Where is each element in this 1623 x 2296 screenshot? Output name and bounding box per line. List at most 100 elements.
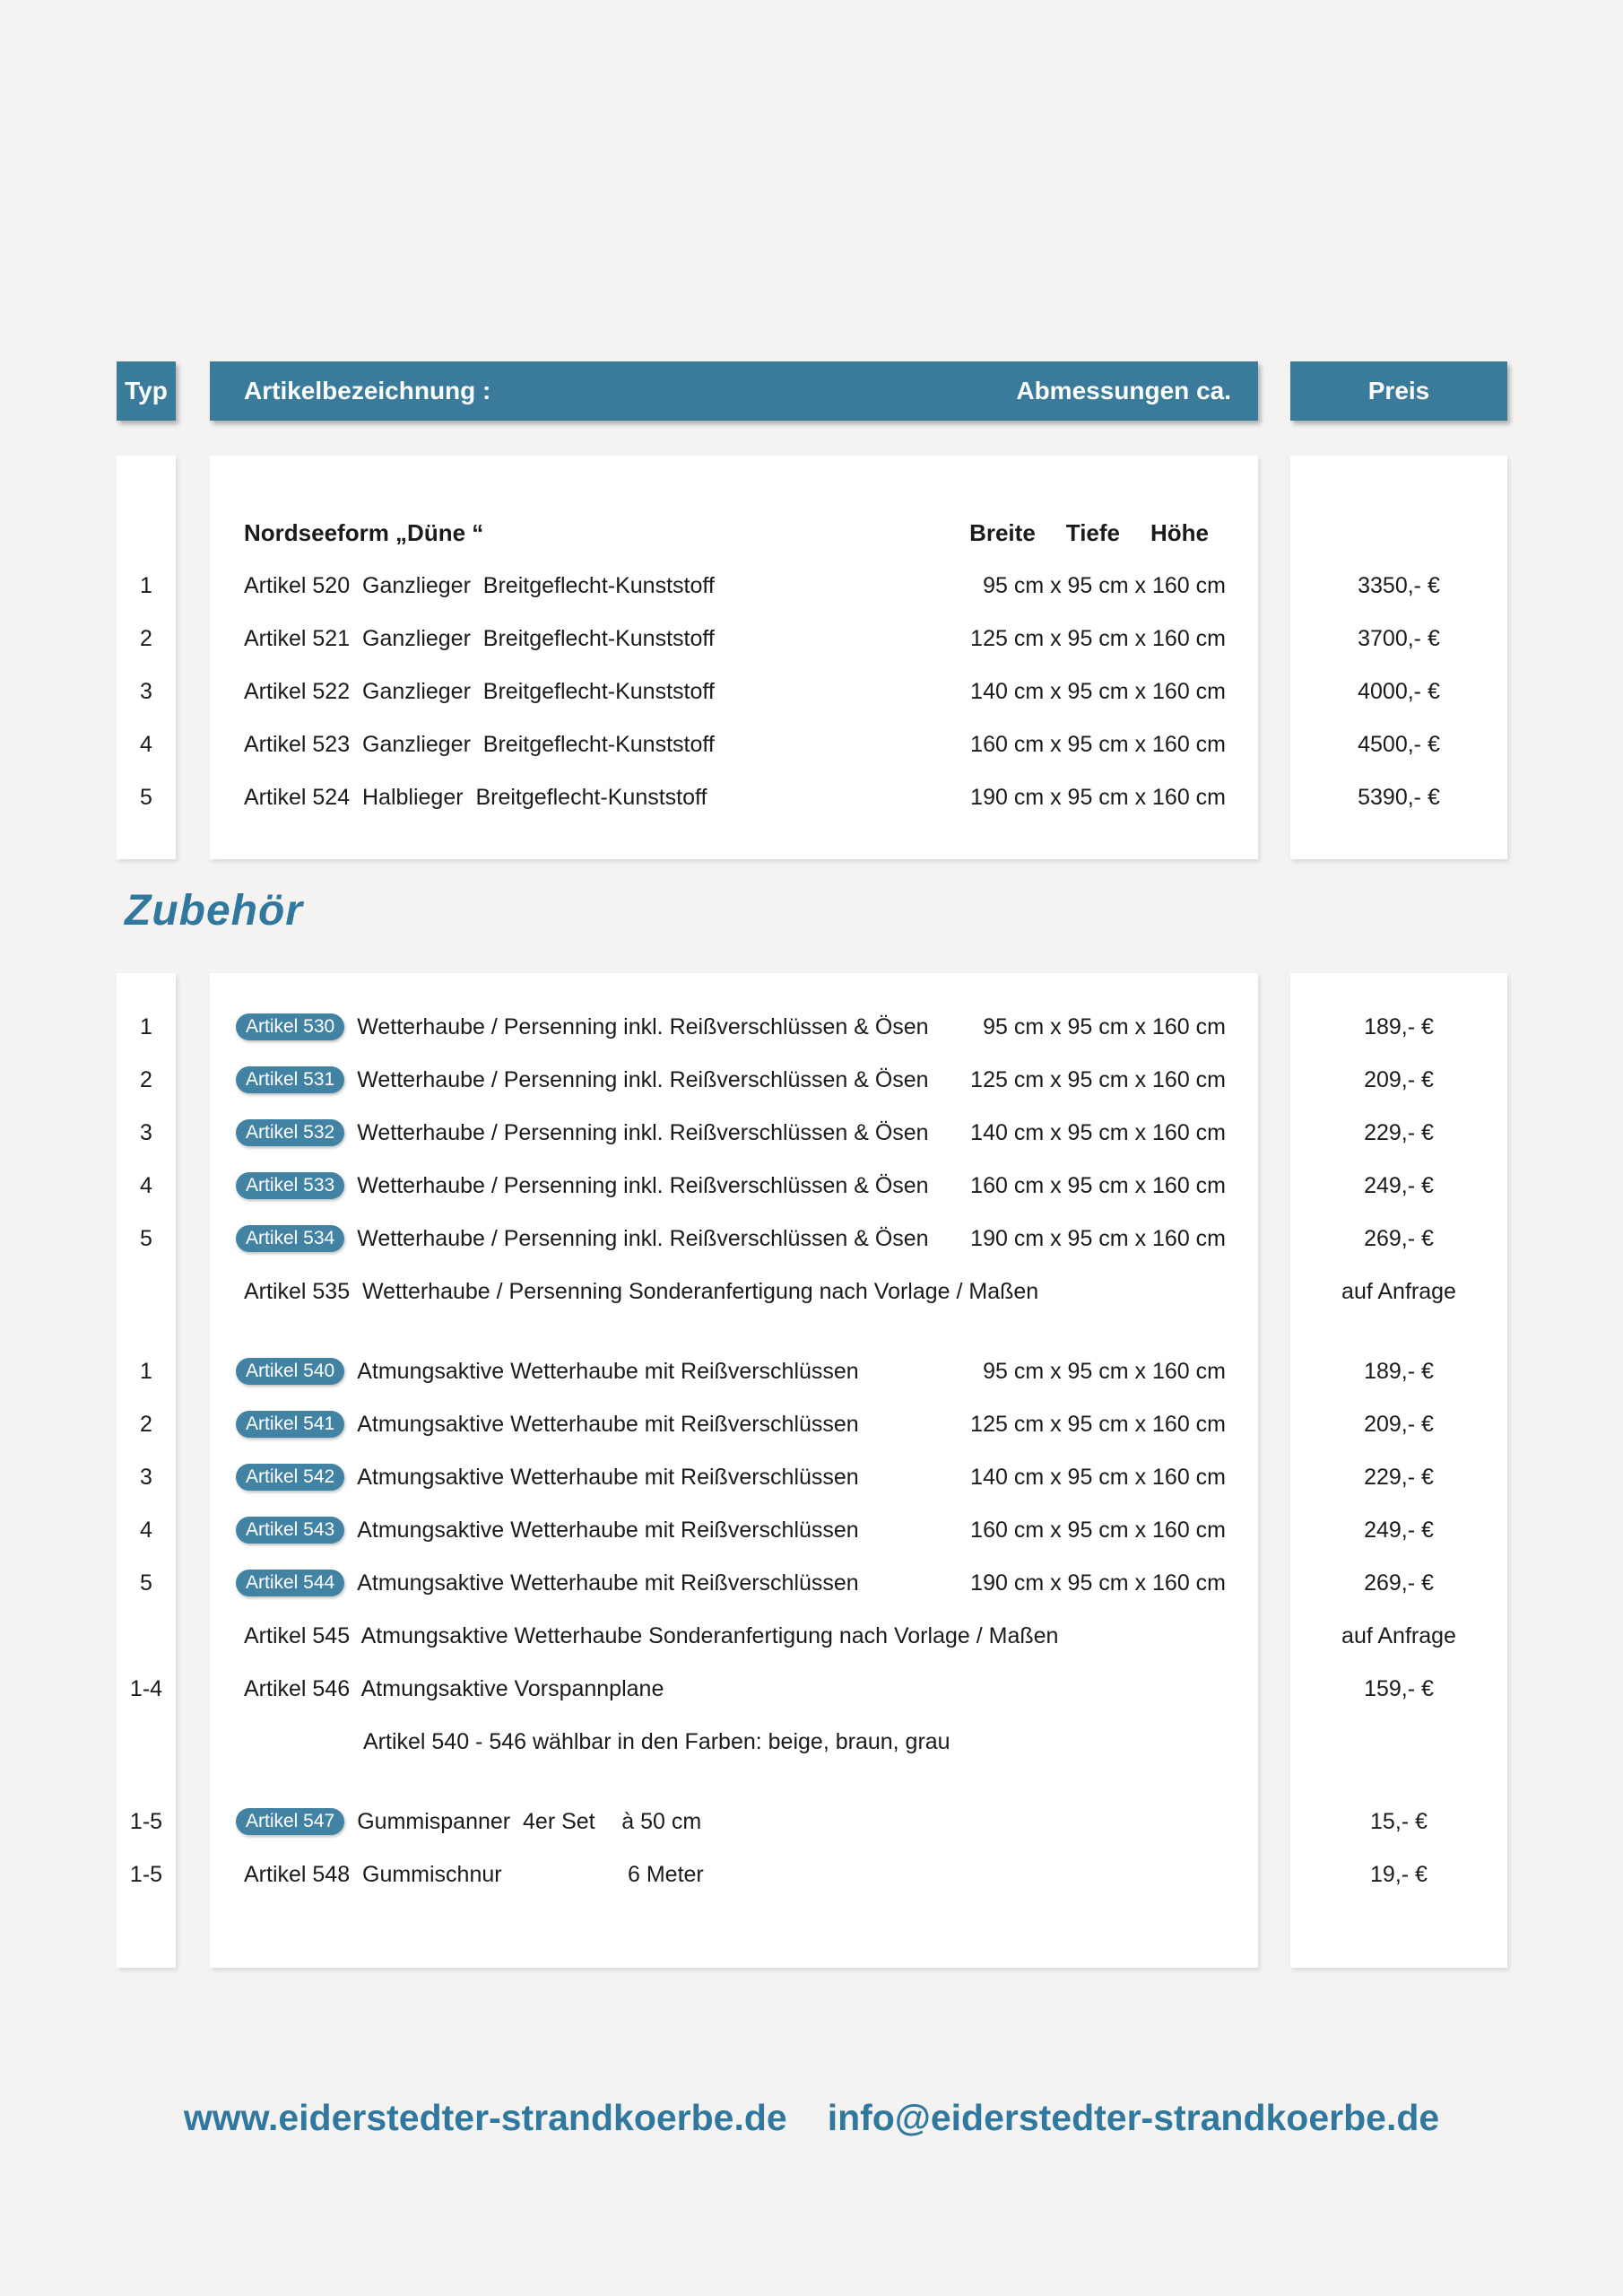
artikel-badge: Artikel 543 — [236, 1516, 345, 1544]
description-cell: Wetterhaube / Persenning inkl. Reißversc… — [357, 1226, 929, 1251]
header-abmessungen: Abmessungen ca. — [1016, 377, 1231, 404]
header-main-bar: Artikelbezeichnung : Abmessungen ca. — [210, 361, 1258, 421]
artikel-badge: Artikel 541 — [236, 1410, 345, 1438]
description-cell: Atmungsaktive Wetterhaube mit Reißversch… — [357, 1570, 859, 1596]
table-row: 5 Artikel 534 Wetterhaube / Persenning i… — [0, 1213, 1623, 1265]
price-cell: 269,- € — [1364, 1570, 1434, 1596]
description-cell: Wetterhaube / Persenning inkl. Reißversc… — [357, 1014, 929, 1039]
price-cell: 4000,- € — [1358, 679, 1440, 704]
table-section-zubehoer: 1 Artikel 530 Wetterhaube / Persenning i… — [0, 973, 1623, 1968]
footer: www.eiderstedter-strandkoerbe.de info@ei… — [0, 2097, 1623, 2139]
price-cell: 189,- € — [1364, 1359, 1434, 1384]
dimensions-cell: 125 cm x 95 cm x 160 cm — [970, 1412, 1226, 1437]
header-artikelbezeichnung: Artikelbezeichnung : — [244, 377, 491, 404]
footer-website: www.eiderstedter-strandkoerbe.de — [183, 2097, 787, 2138]
color-note-row: Artikel 540 - 546 wählbar in den Farben:… — [0, 1716, 1623, 1769]
price-cell: 269,- € — [1364, 1226, 1434, 1251]
footer-email: info@eiderstedter-strandkoerbe.de — [827, 2097, 1440, 2138]
description-cell: Artikel 546 Atmungsaktive Vorspannplane — [244, 1676, 664, 1701]
table-row: 1-5 Artikel 548 Gummischnur 6 Meter 19,-… — [0, 1848, 1623, 1901]
typ-column-card — [117, 456, 176, 859]
typ-cell: 1-5 — [129, 1809, 163, 1834]
price-cell: auf Anfrage — [1341, 1623, 1456, 1648]
table-row: 5 Artikel 524 Halblieger Breitgeflecht-K… — [0, 771, 1623, 824]
dimensions-cell: 190 cm x 95 cm x 160 cm — [970, 1226, 1226, 1251]
price-cell: 209,- € — [1364, 1067, 1434, 1092]
typ-cell: 1-4 — [129, 1676, 163, 1701]
price-cell: 19,- € — [1370, 1862, 1428, 1887]
price-cell: 189,- € — [1364, 1014, 1434, 1039]
zubehoer-heading: Zubehör — [125, 887, 303, 935]
price-cell: 159,- € — [1364, 1676, 1434, 1701]
description-cell: Artikel 545 Atmungsaktive Wetterhaube So… — [244, 1623, 1059, 1648]
artikel-badge: Artikel 531 — [236, 1065, 345, 1093]
group-title: Nordseeform „Düne “ — [244, 519, 484, 546]
table-row: 1 Artikel 540 Atmungsaktive Wetterhaube … — [0, 1345, 1623, 1398]
description-cell: Artikel 521 Ganzlieger Breitgeflecht-Kun… — [244, 626, 715, 651]
main-column-card — [210, 456, 1258, 859]
table-row: 1 Artikel 530 Wetterhaube / Persenning i… — [0, 1001, 1623, 1054]
dimensions-cell: 190 cm x 95 cm x 160 cm — [970, 1570, 1226, 1596]
table-row: 3 Artikel 522 Ganzlieger Breitgeflecht-K… — [0, 665, 1623, 718]
table-row: 1-5 Artikel 547 Gummispanner 4er Set à 5… — [0, 1796, 1623, 1848]
description-cell: Artikel 520 Ganzlieger Breitgeflecht-Kun… — [244, 573, 715, 598]
artikel-badge: Artikel 530 — [236, 1013, 345, 1040]
typ-cell: 1 — [140, 1359, 152, 1384]
description-cell: Wetterhaube / Persenning inkl. Reißversc… — [357, 1173, 929, 1198]
table-row: Artikel 545 Atmungsaktive Wetterhaube So… — [0, 1610, 1623, 1663]
dims-header-breite: Breite — [969, 519, 1036, 546]
dimensions-cell: 190 cm x 95 cm x 160 cm — [970, 785, 1226, 810]
description-cell: Wetterhaube / Persenning inkl. Reißversc… — [357, 1120, 929, 1145]
quantity-cell: à 50 cm — [621, 1809, 702, 1834]
price-cell: 249,- € — [1364, 1173, 1434, 1198]
table-row: 4 Artikel 543 Atmungsaktive Wetterhaube … — [0, 1504, 1623, 1557]
dimensions-cell: 95 cm x 95 cm x 160 cm — [983, 1014, 1226, 1039]
table-row: 4 Artikel 523 Ganzlieger Breitgeflecht-K… — [0, 718, 1623, 771]
color-note: Artikel 540 - 546 wählbar in den Farben:… — [363, 1729, 950, 1754]
price-column-card — [1290, 456, 1507, 859]
typ-cell: 1 — [140, 573, 152, 598]
dimensions-cell: 125 cm x 95 cm x 160 cm — [970, 1067, 1226, 1092]
table-row: 2 Artikel 521 Ganzlieger Breitgeflecht-K… — [0, 613, 1623, 665]
artikel-badge: Artikel 547 — [236, 1807, 345, 1835]
table-row: Artikel 535 Wetterhaube / Persenning Son… — [0, 1265, 1623, 1318]
table-row: 3 Artikel 542 Atmungsaktive Wetterhaube … — [0, 1451, 1623, 1504]
group-header-row: Nordseeform „Düne “ Breite Tiefe Höhe — [0, 507, 1623, 560]
typ-cell: 2 — [140, 1067, 152, 1092]
table-row: 1 Artikel 520 Ganzlieger Breitgeflecht-K… — [0, 560, 1623, 613]
table-row: 1-4 Artikel 546 Atmungsaktive Vorspannpl… — [0, 1663, 1623, 1716]
artikel-badge: Artikel 544 — [236, 1569, 345, 1596]
typ-cell: 3 — [140, 1465, 152, 1490]
artikel-badge: Artikel 534 — [236, 1224, 345, 1252]
dimensions-cell: 95 cm x 95 cm x 160 cm — [983, 1359, 1226, 1384]
dims-header-hoehe: Höhe — [1150, 519, 1209, 546]
typ-cell: 4 — [140, 1518, 152, 1543]
description-cell: Artikel 522 Ganzlieger Breitgeflecht-Kun… — [244, 679, 715, 704]
table-row: 2 Artikel 541 Atmungsaktive Wetterhaube … — [0, 1398, 1623, 1451]
typ-cell: 4 — [140, 732, 152, 757]
price-cell: auf Anfrage — [1341, 1279, 1456, 1304]
typ-cell: 5 — [140, 1226, 152, 1251]
price-cell: 229,- € — [1364, 1120, 1434, 1145]
typ-cell: 1 — [140, 1014, 152, 1039]
table-row: 4 Artikel 533 Wetterhaube / Persenning i… — [0, 1160, 1623, 1213]
price-cell: 5390,- € — [1358, 785, 1440, 810]
dims-header-tiefe: Tiefe — [1065, 519, 1120, 546]
table-section-duene: Nordseeform „Düne “ Breite Tiefe Höhe 1 … — [0, 456, 1623, 859]
dimensions-cell: 140 cm x 95 cm x 160 cm — [970, 1120, 1226, 1145]
typ-cell: 2 — [140, 1412, 152, 1437]
dimensions-cell: 160 cm x 95 cm x 160 cm — [970, 1518, 1226, 1543]
description-cell: Artikel 535 Wetterhaube / Persenning Son… — [244, 1279, 1039, 1304]
price-cell: 3350,- € — [1358, 573, 1440, 598]
artikel-badge: Artikel 540 — [236, 1357, 345, 1385]
price-column-card — [1290, 973, 1507, 1968]
typ-column-card — [117, 973, 176, 1968]
description-cell: Atmungsaktive Wetterhaube mit Reißversch… — [357, 1518, 859, 1543]
header-typ: Typ — [117, 361, 176, 421]
description-cell: Artikel 524 Halblieger Breitgeflecht-Kun… — [244, 785, 707, 810]
table-row: 2 Artikel 531 Wetterhaube / Persenning i… — [0, 1054, 1623, 1107]
typ-cell: 3 — [140, 679, 152, 704]
artikel-badge: Artikel 533 — [236, 1171, 345, 1199]
header-preis: Preis — [1290, 361, 1507, 421]
dimensions-cell: 160 cm x 95 cm x 160 cm — [970, 1173, 1226, 1198]
